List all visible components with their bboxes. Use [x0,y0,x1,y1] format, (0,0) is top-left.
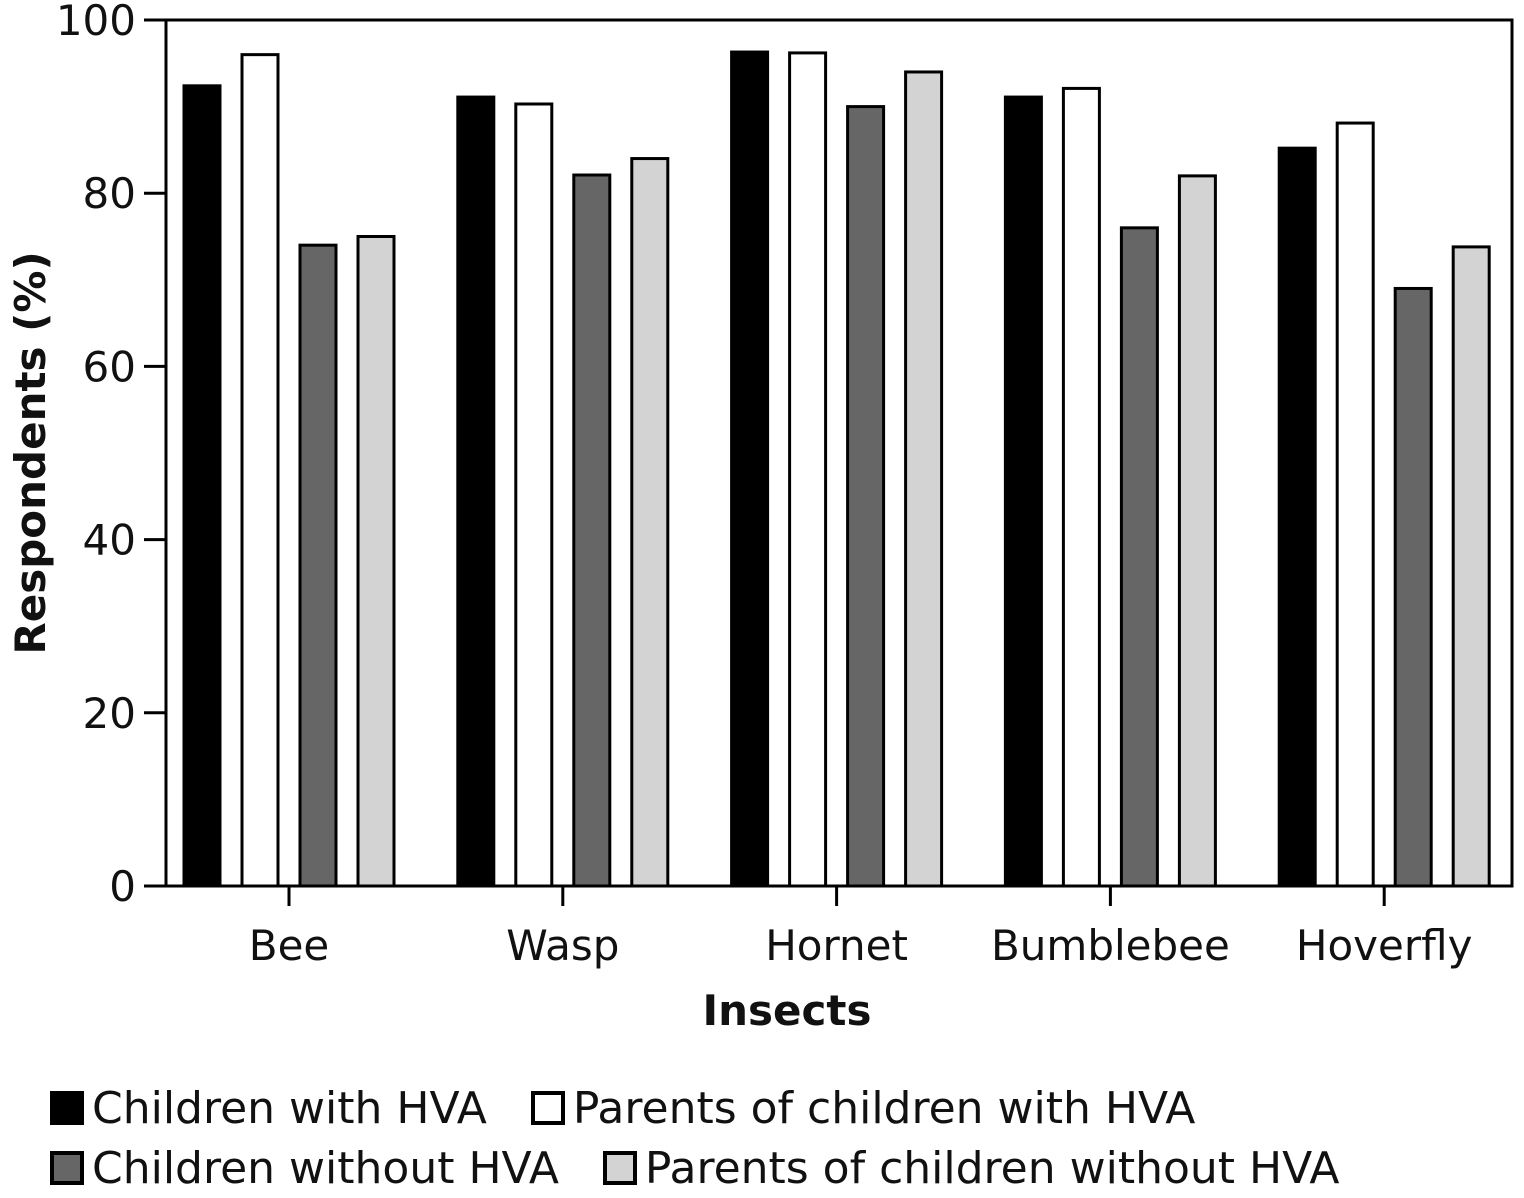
y-axis: 0 20 40 60 80 100 [56,0,166,911]
bar [356,235,396,888]
x-tick-label: Hornet [765,921,908,970]
bar [514,102,554,888]
x-tick-label: Hoverfly [1296,921,1473,970]
bar [1003,95,1043,888]
legend-swatch [602,1151,637,1185]
legend-row: Children with HVA Parents of children wi… [50,1078,1383,1138]
bar [1451,245,1491,888]
legend-label: Parents of children with HVA [572,1082,1196,1134]
legend-item-parents-with-hva: Parents of children with HVA [530,1082,1196,1134]
legend-label: Children without HVA [92,1142,559,1194]
x-axis: Bee Wasp Hornet Bumblebee Hoverfly [249,886,1473,970]
bar [456,95,496,888]
bar [182,84,222,888]
legend: Children with HVA Parents of children wi… [50,1078,1383,1198]
bar [1119,226,1159,888]
bar [572,173,612,888]
bar [1393,286,1433,888]
bar [1277,146,1317,888]
x-tick-label: Bee [249,921,330,970]
legend-swatch [50,1091,84,1125]
y-tick-label: 40 [83,516,136,565]
bar [846,105,886,888]
legend-swatch [530,1091,565,1125]
bar [298,243,338,888]
bar [1177,174,1217,888]
y-tick-label: 60 [83,342,136,391]
legend-label: Parents of children without HVA [644,1142,1340,1194]
x-axis-title: Insects [703,986,872,1035]
y-tick-label: 0 [109,862,136,911]
y-tick-label: 20 [83,689,136,738]
bar [730,50,770,888]
bar-chart: 0 20 40 60 80 100 Bee Wasp Hornet Bumblebee Hover… [6,0,1514,1035]
legend-swatch [50,1151,84,1185]
y-axis-title: Respondents (%) [6,251,55,654]
legend-item-children-without-hva: Children without HVA [50,1143,559,1194]
bar [904,70,944,888]
legend-label: Children with HVA [92,1082,487,1134]
y-tick-label: 80 [83,169,136,218]
bars-group [182,50,1491,888]
legend-item-parents-without-hva: Parents of children without HVA [602,1142,1340,1194]
bar [240,53,280,888]
y-tick-label: 100 [56,0,136,45]
bar [1335,121,1375,888]
x-tick-label: Bumblebee [991,921,1230,970]
legend-item-children-with-hva: Children with HVA [50,1083,487,1134]
plot-frame [164,18,1514,888]
bar [630,157,670,888]
bar [788,51,828,888]
legend-row: Children without HVA Parents of children… [50,1138,1383,1198]
bar [1061,86,1101,888]
x-tick-label: Wasp [506,921,619,970]
